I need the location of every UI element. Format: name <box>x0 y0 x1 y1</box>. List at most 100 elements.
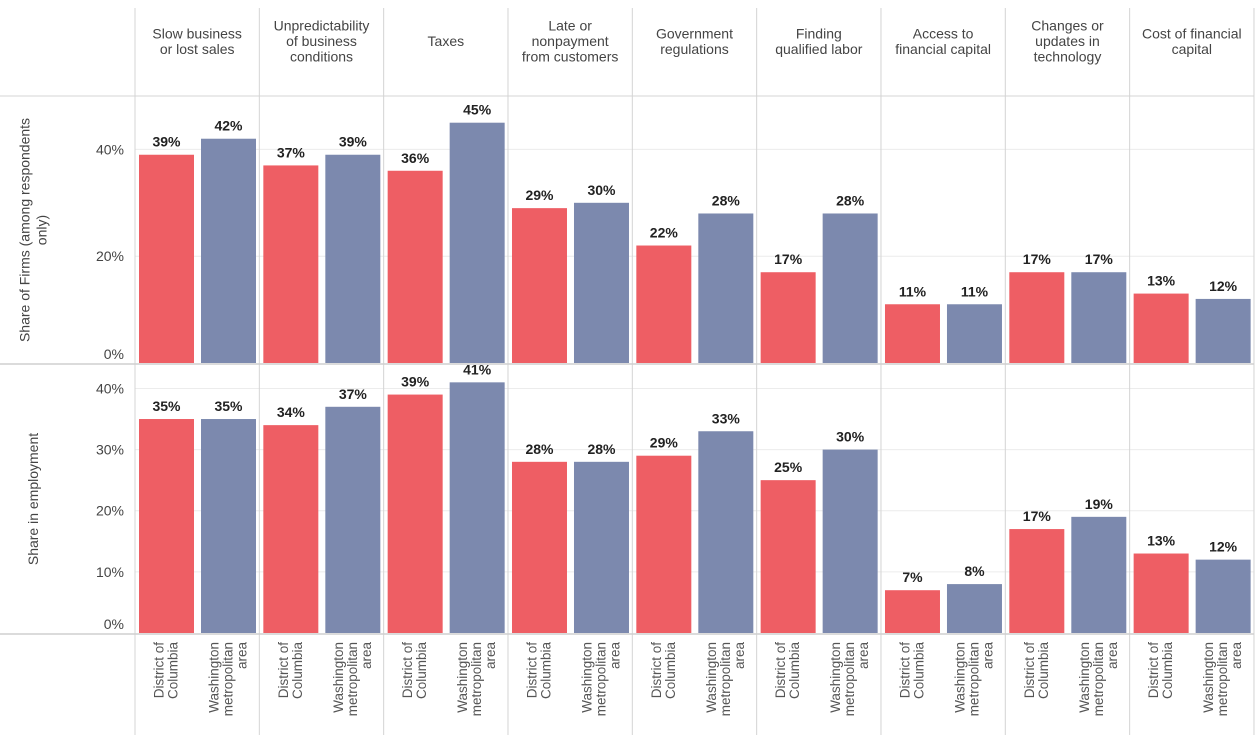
column-header-late-or-nonpayment-from-customers: Late or nonpayment from customers <box>522 18 618 65</box>
bar-value-label: 35% <box>214 398 243 414</box>
bar-value-label: 28% <box>712 192 741 208</box>
bar-washington-metropolitan-area-1 <box>201 419 256 633</box>
bar-district-of-columbia-8 <box>1009 272 1064 363</box>
bar-value-label: 36% <box>401 150 430 166</box>
bar-district-of-columbia-1 <box>139 419 194 633</box>
bar-value-label: 33% <box>712 410 741 426</box>
column-header-unpredictability-of-business-conditions: Unpredictability of business conditions <box>274 18 370 65</box>
bar-washington-metropolitan-area-6 <box>823 213 878 363</box>
x-category-label-district-of-columbia: District ofColumbia <box>400 642 429 700</box>
y-axis-label: Share of Firms (among respondentsonly) <box>17 118 50 342</box>
x-category-label-washington-metropolitan-area: Washingtonmetropolitanarea <box>207 642 250 717</box>
y-tick-label: 20% <box>96 248 124 264</box>
bar-value-label: 45% <box>463 102 492 118</box>
bar-value-label: 19% <box>1085 496 1114 512</box>
x-category-label-washington-metropolitan-area: Washingtonmetropolitanarea <box>704 642 747 717</box>
y-tick-label: 0% <box>104 346 124 362</box>
column-header-finding-qualified-labor: Finding qualified labor <box>775 25 863 57</box>
bar-district-of-columbia-2 <box>263 425 318 633</box>
x-category-label-washington-metropolitan-area: Washingtonmetropolitanarea <box>1201 642 1244 717</box>
bar-district-of-columbia-7 <box>885 590 940 633</box>
column-header-access-to-financial-capital: Access to financial capital <box>895 25 991 57</box>
bar-value-label: 22% <box>650 225 679 241</box>
bar-district-of-columbia-5 <box>636 456 691 633</box>
bar-value-label: 37% <box>339 386 368 402</box>
bar-value-label: 39% <box>339 134 368 150</box>
bar-district-of-columbia-9 <box>1134 294 1189 363</box>
x-category-label-washington-metropolitan-area: Washingtonmetropolitanarea <box>579 642 622 717</box>
bar-washington-metropolitan-area-7 <box>947 584 1002 633</box>
bar-value-label: 29% <box>525 187 554 203</box>
bar-washington-metropolitan-area-8 <box>1071 272 1126 363</box>
bar-district-of-columbia-4 <box>512 462 567 633</box>
bar-washington-metropolitan-area-3 <box>450 123 505 363</box>
x-category-label-washington-metropolitan-area: Washingtonmetropolitanarea <box>1077 642 1120 717</box>
y-tick-label: 10% <box>96 564 124 580</box>
bar-district-of-columbia-8 <box>1009 529 1064 633</box>
y-tick-label: 40% <box>96 141 124 157</box>
bar-value-label: 12% <box>1209 278 1238 294</box>
x-category-label-washington-metropolitan-area: Washingtonmetropolitanarea <box>331 642 374 717</box>
x-category-label-washington-metropolitan-area: Washingtonmetropolitanarea <box>952 642 995 717</box>
bar-washington-metropolitan-area-1 <box>201 139 256 363</box>
bar-value-label: 34% <box>277 404 306 420</box>
y-tick-label: 30% <box>96 442 124 458</box>
y-axis-label: Share in employment <box>25 433 41 565</box>
bar-washington-metropolitan-area-5 <box>698 213 753 363</box>
bar-value-label: 17% <box>774 251 803 267</box>
x-category-label-district-of-columbia: District ofColumbia <box>276 642 305 700</box>
bar-value-label: 17% <box>1085 251 1114 267</box>
x-category-label-district-of-columbia: District ofColumbia <box>524 642 553 700</box>
bar-washington-metropolitan-area-4 <box>574 203 629 363</box>
bar-value-label: 28% <box>525 441 554 457</box>
bar-washington-metropolitan-area-5 <box>698 431 753 633</box>
bar-value-label: 42% <box>214 118 243 134</box>
bar-washington-metropolitan-area-2 <box>325 155 380 363</box>
y-tick-label: 0% <box>104 616 124 632</box>
x-category-label-washington-metropolitan-area: Washingtonmetropolitanarea <box>455 642 498 717</box>
bar-value-label: 12% <box>1209 539 1238 555</box>
bar-value-label: 35% <box>152 398 181 414</box>
bar-washington-metropolitan-area-9 <box>1196 299 1251 363</box>
x-category-label-district-of-columbia: District ofColumbia <box>1022 642 1051 700</box>
bar-value-label: 13% <box>1147 533 1176 549</box>
bar-washington-metropolitan-area-7 <box>947 304 1002 363</box>
bar-value-label: 17% <box>1023 508 1052 524</box>
bar-district-of-columbia-1 <box>139 155 194 363</box>
bar-value-label: 30% <box>587 182 616 198</box>
bar-value-label: 7% <box>902 569 923 585</box>
column-header-government-regulations: Government regulations <box>656 25 733 57</box>
bar-value-label: 11% <box>961 283 989 299</box>
bar-washington-metropolitan-area-6 <box>823 450 878 633</box>
bar-washington-metropolitan-area-8 <box>1071 517 1126 633</box>
bar-value-label: 39% <box>152 134 181 150</box>
bar-value-label: 39% <box>401 374 430 390</box>
column-header-cost-of-financial-capital: Cost of financial capital <box>1142 25 1242 57</box>
column-header-taxes: Taxes <box>428 33 465 49</box>
bar-washington-metropolitan-area-4 <box>574 462 629 633</box>
y-tick-label: 40% <box>96 380 124 396</box>
column-header-changes-or-updates-in-technology: Changes or updates in technology <box>1031 18 1104 65</box>
x-category-label-district-of-columbia: District ofColumbia <box>649 642 678 700</box>
bar-value-label: 28% <box>836 192 865 208</box>
bar-value-label: 41% <box>463 361 492 377</box>
bar-district-of-columbia-5 <box>636 246 691 363</box>
bar-value-label: 13% <box>1147 273 1176 289</box>
bar-district-of-columbia-3 <box>388 171 443 363</box>
bar-value-label: 25% <box>774 459 803 475</box>
bar-district-of-columbia-3 <box>388 395 443 633</box>
bar-washington-metropolitan-area-3 <box>450 382 505 633</box>
bar-value-label: 37% <box>277 144 306 160</box>
bar-district-of-columbia-6 <box>761 272 816 363</box>
bar-value-label: 30% <box>836 429 865 445</box>
column-header-slow-business-or-lost-sales: Slow business or lost sales <box>152 25 242 57</box>
bars <box>139 123 1251 633</box>
bar-value-label: 8% <box>964 563 985 579</box>
bar-district-of-columbia-9 <box>1134 554 1189 633</box>
bar-value-label: 29% <box>650 435 679 451</box>
x-category-label-district-of-columbia: District ofColumbia <box>773 642 802 700</box>
bar-value-label: 11% <box>899 283 927 299</box>
bar-district-of-columbia-6 <box>761 480 816 633</box>
x-category-label-district-of-columbia: District ofColumbia <box>152 642 181 700</box>
bar-district-of-columbia-2 <box>263 165 318 363</box>
